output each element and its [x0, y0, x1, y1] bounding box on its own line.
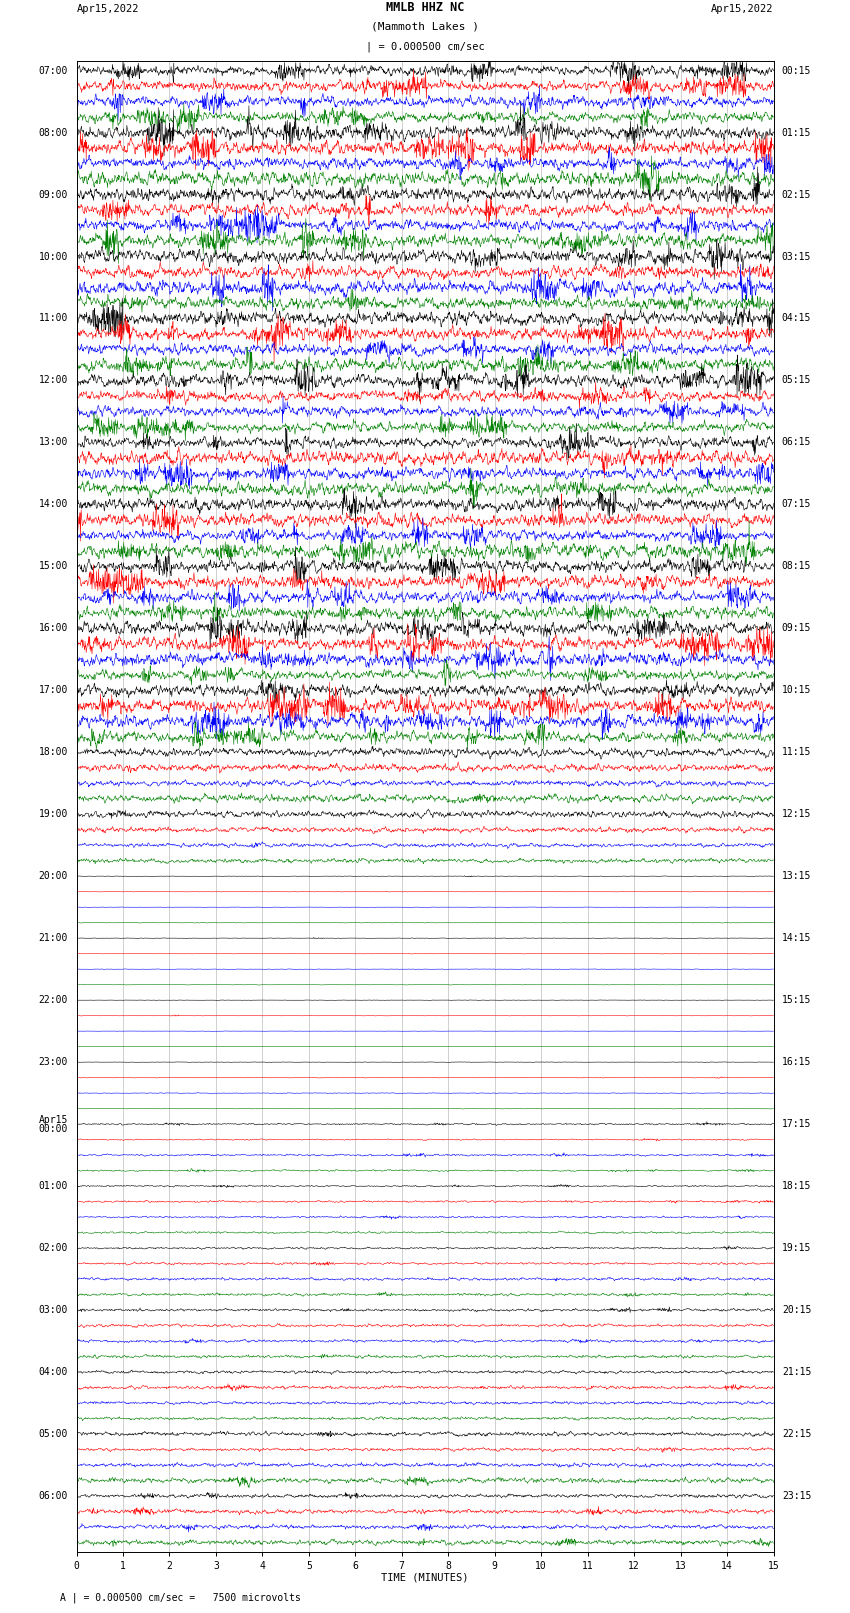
Text: 03:15: 03:15 — [782, 252, 811, 261]
Text: 18:00: 18:00 — [39, 747, 68, 756]
Text: 23:15: 23:15 — [782, 1490, 811, 1502]
Text: | = 0.000500 cm/sec: | = 0.000500 cm/sec — [366, 42, 484, 52]
Text: 13:15: 13:15 — [782, 871, 811, 881]
Text: 01:00: 01:00 — [39, 1181, 68, 1190]
Text: 11:00: 11:00 — [39, 313, 68, 324]
Text: 17:15: 17:15 — [782, 1119, 811, 1129]
Text: 09:00: 09:00 — [39, 190, 68, 200]
Text: MMLB HHZ NC: MMLB HHZ NC — [386, 0, 464, 13]
Text: 20:15: 20:15 — [782, 1305, 811, 1315]
Text: Apr15,2022: Apr15,2022 — [76, 3, 139, 13]
Text: 08:15: 08:15 — [782, 561, 811, 571]
Text: 20:00: 20:00 — [39, 871, 68, 881]
Text: 18:15: 18:15 — [782, 1181, 811, 1190]
Text: Apr15,2022: Apr15,2022 — [711, 3, 774, 13]
Text: 06:15: 06:15 — [782, 437, 811, 447]
Text: 19:00: 19:00 — [39, 810, 68, 819]
Text: 14:00: 14:00 — [39, 500, 68, 510]
Text: 06:00: 06:00 — [39, 1490, 68, 1502]
Text: 04:15: 04:15 — [782, 313, 811, 324]
Text: 02:15: 02:15 — [782, 190, 811, 200]
Text: 03:00: 03:00 — [39, 1305, 68, 1315]
Text: A | = 0.000500 cm/sec =   7500 microvolts: A | = 0.000500 cm/sec = 7500 microvolts — [60, 1592, 300, 1603]
Text: 07:00: 07:00 — [39, 66, 68, 76]
Text: 17:00: 17:00 — [39, 686, 68, 695]
Text: 22:00: 22:00 — [39, 995, 68, 1005]
Text: 14:15: 14:15 — [782, 934, 811, 944]
Text: 02:00: 02:00 — [39, 1244, 68, 1253]
Text: 23:00: 23:00 — [39, 1057, 68, 1068]
X-axis label: TIME (MINUTES): TIME (MINUTES) — [382, 1573, 468, 1582]
Text: 04:00: 04:00 — [39, 1366, 68, 1378]
Text: 15:00: 15:00 — [39, 561, 68, 571]
Text: 10:00: 10:00 — [39, 252, 68, 261]
Text: 21:15: 21:15 — [782, 1366, 811, 1378]
Text: 05:15: 05:15 — [782, 376, 811, 386]
Text: (Mammoth Lakes ): (Mammoth Lakes ) — [371, 21, 479, 32]
Text: 16:00: 16:00 — [39, 623, 68, 634]
Text: 22:15: 22:15 — [782, 1429, 811, 1439]
Text: 13:00: 13:00 — [39, 437, 68, 447]
Text: 09:15: 09:15 — [782, 623, 811, 634]
Text: 15:15: 15:15 — [782, 995, 811, 1005]
Text: 19:15: 19:15 — [782, 1244, 811, 1253]
Text: 16:15: 16:15 — [782, 1057, 811, 1068]
Text: 10:15: 10:15 — [782, 686, 811, 695]
Text: 07:15: 07:15 — [782, 500, 811, 510]
Text: 01:15: 01:15 — [782, 127, 811, 137]
Text: 11:15: 11:15 — [782, 747, 811, 756]
Text: 05:00: 05:00 — [39, 1429, 68, 1439]
Text: 08:00: 08:00 — [39, 127, 68, 137]
Text: 12:15: 12:15 — [782, 810, 811, 819]
Text: Apr15
00:00: Apr15 00:00 — [39, 1115, 68, 1134]
Text: 12:00: 12:00 — [39, 376, 68, 386]
Text: 21:00: 21:00 — [39, 934, 68, 944]
Text: 00:15: 00:15 — [782, 66, 811, 76]
